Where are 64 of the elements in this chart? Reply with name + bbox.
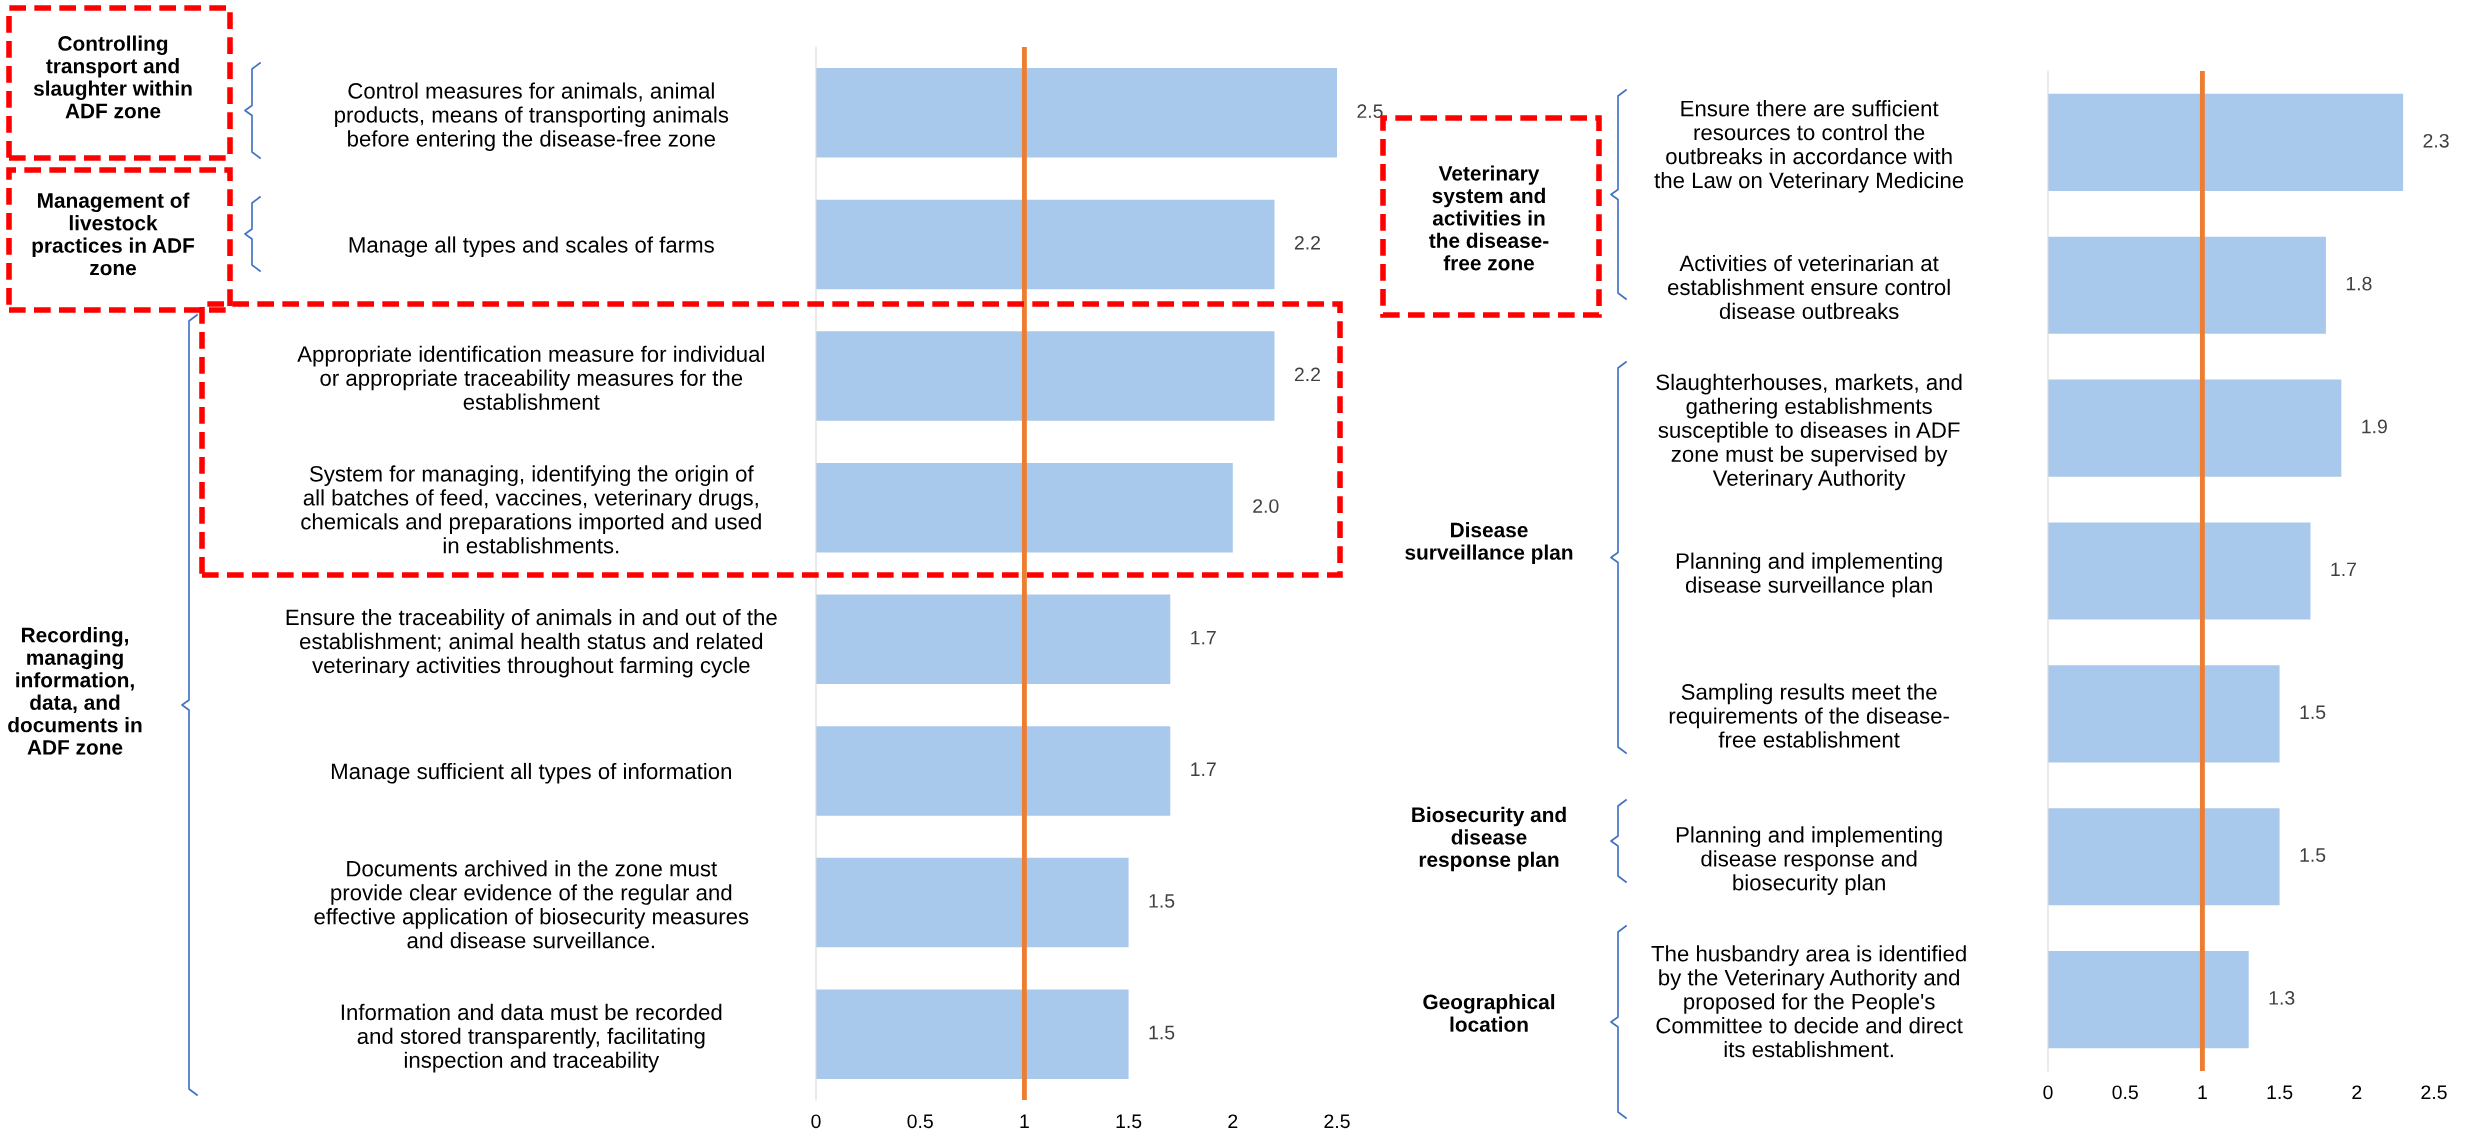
y-tick-label: The husbandry area is identified by the Veterinary Authority and proposed for the People's Committee to decide and direct its establishment. bbox=[1651, 945, 1966, 1058]
x-tick-label: 2.5 bbox=[1324, 1114, 1350, 1129]
x-tick-label: 1.5 bbox=[1116, 1114, 1142, 1129]
y-tick-label: Activities of veterinarian at establishment ensure control disease outbreaks bbox=[1668, 254, 1950, 320]
bar bbox=[2048, 522, 2311, 620]
x-tick-label: 1 bbox=[1020, 1114, 1029, 1128]
bar bbox=[2048, 665, 2280, 763]
bar bbox=[816, 68, 1337, 158]
x-tick-label: 2 bbox=[2352, 1085, 2362, 1099]
bar bbox=[2048, 808, 2280, 906]
x-tick-label: 2.5 bbox=[2421, 1085, 2447, 1100]
data-label: 2.5 bbox=[1357, 104, 1383, 119]
text: Veterinary system and activities in the disease- free zone bbox=[1429, 165, 1549, 271]
bar bbox=[816, 331, 1275, 421]
bar bbox=[816, 726, 1171, 816]
data-label: 2.3 bbox=[2423, 133, 2449, 148]
text: Management of livestock practices in ADF zone bbox=[32, 192, 195, 276]
data-label: 1.3 bbox=[2269, 991, 2295, 1005]
bar bbox=[2048, 379, 2342, 477]
data-label: 1.8 bbox=[2346, 276, 2372, 291]
bar bbox=[2048, 951, 2249, 1049]
y-tick-label: System for managing, identifying the origin of all batches of feed, vaccines, veterinary drugs, chemicals and preparations imported and used in establishments. bbox=[301, 465, 761, 554]
y-tick-label: Manage sufficient all types of information bbox=[331, 762, 731, 784]
bar bbox=[2048, 236, 2326, 334]
x-tick-label: 0 bbox=[811, 1114, 821, 1129]
text: Recording, managing information, data, and documents in ADF zone bbox=[8, 627, 142, 755]
y-tick-label: Manage all types and scales of farms bbox=[349, 236, 714, 258]
y-tick-label: Slaughterhouses, markets, and gathering establishments susceptible to diseases in ADF zone must be supervised by Veterinary Authority bbox=[1656, 373, 1962, 491]
text: Geographical location bbox=[1423, 994, 1555, 1032]
bar bbox=[816, 462, 1233, 553]
data-label: 2.0 bbox=[1253, 499, 1279, 513]
data-label: 1.5 bbox=[2300, 848, 2326, 862]
x-tick-label: 0.5 bbox=[907, 1114, 933, 1129]
data-label: 1.5 bbox=[2300, 705, 2326, 720]
x-tick-label: 1.5 bbox=[2267, 1085, 2293, 1100]
data-label: 2.2 bbox=[1294, 367, 1320, 382]
data-label: 1.7 bbox=[1191, 762, 1216, 776]
y-tick-label: Planning and implementing disease response and biosecurity plan bbox=[1676, 826, 1942, 895]
bar bbox=[816, 857, 1129, 948]
bar bbox=[816, 989, 1129, 1079]
data-label: 1.7 bbox=[2331, 562, 2356, 577]
data-label: 1.5 bbox=[1149, 1025, 1175, 1040]
x-tick-label: 1 bbox=[2198, 1085, 2207, 1099]
y-tick-label: Control measures for animals, animal products, means of transporting animals before entering the disease-free zone bbox=[335, 82, 729, 152]
text: Controlling transport and slaughter within ADF zone bbox=[33, 35, 192, 119]
data-label: 1.5 bbox=[1149, 894, 1175, 908]
x-tick-label: 2 bbox=[1228, 1114, 1238, 1128]
data-label: 2.2 bbox=[1294, 235, 1320, 250]
bar bbox=[816, 594, 1171, 685]
bar bbox=[816, 199, 1275, 290]
bar bbox=[2048, 93, 2404, 191]
x-tick-label: 0.5 bbox=[2112, 1085, 2138, 1100]
y-tick-label: Appropriate identification measure for individual or appropriate traceability measures for the establishment bbox=[297, 345, 764, 410]
y-tick-label: Planning and implementing disease surveillance plan bbox=[1676, 552, 1942, 598]
y-tick-label: Ensure the traceability of animals in and out of the establishment; animal health status and related veterinary activities throughout farming cycle bbox=[286, 608, 777, 678]
y-tick-label: Sampling results meet the requirements of the disease- free establishment bbox=[1669, 683, 1949, 748]
y-tick-label: Information and data must be recorded and stored transparently, facilitating inspection and traceability bbox=[341, 1003, 722, 1073]
text: Biosecurity and disease response plan bbox=[1412, 806, 1566, 872]
x-tick-label: 0 bbox=[2043, 1085, 2053, 1100]
data-label: 1.7 bbox=[1191, 630, 1216, 645]
text: Disease surveillance plan bbox=[1405, 522, 1573, 564]
data-label: 1.9 bbox=[2362, 419, 2387, 434]
y-tick-label: Ensure there are sufficient resources to control the outbreaks in accordance with the Law on Veterinary Medicine bbox=[1654, 100, 1964, 193]
y-tick-label: Documents archived in the zone must provide clear evidence of the regular and effective application of biosecurity measures and disease surveillance. bbox=[314, 860, 749, 949]
